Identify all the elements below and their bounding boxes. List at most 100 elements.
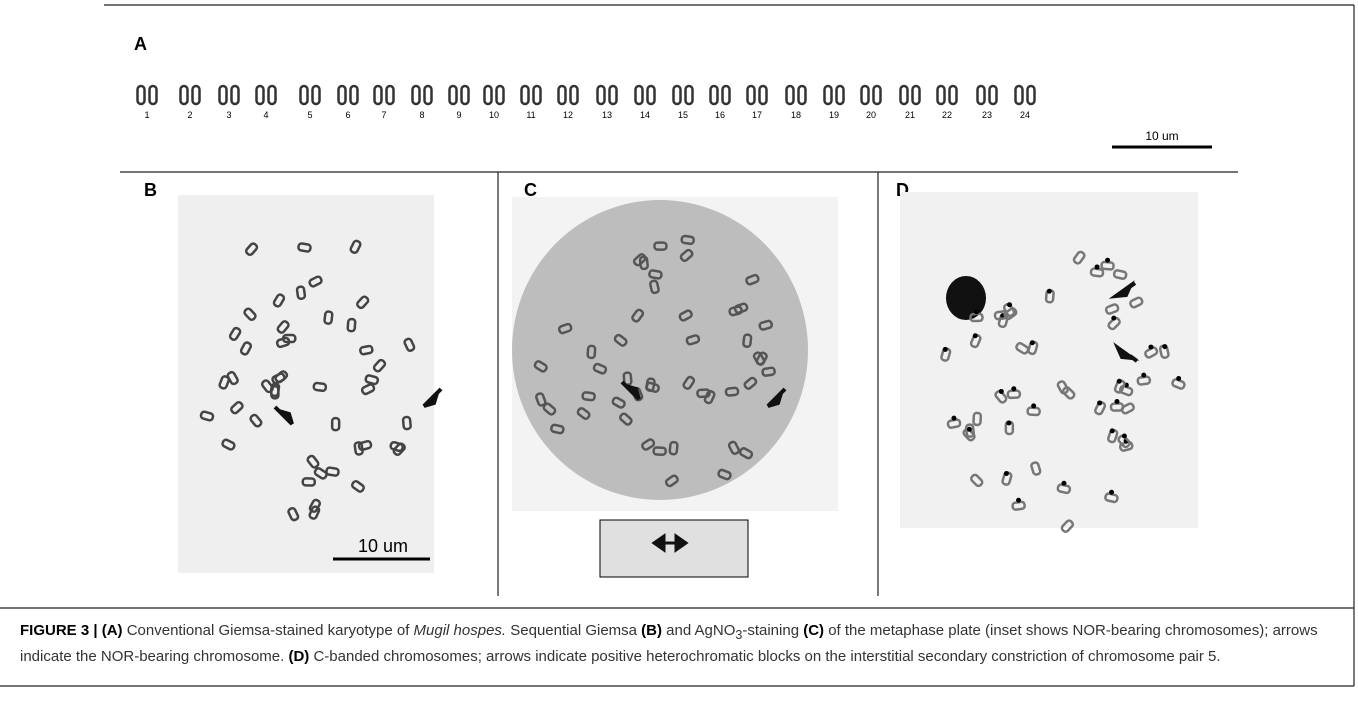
- chromosome: [308, 505, 321, 520]
- chromosome: [860, 84, 870, 106]
- c-band: [1109, 489, 1115, 495]
- chromosome: [936, 84, 946, 106]
- chromosome: [785, 84, 795, 106]
- chromosome: [682, 375, 696, 390]
- chromosome: [364, 374, 380, 386]
- chromosome: [645, 377, 656, 392]
- c-band: [1162, 344, 1168, 350]
- chromosome: [1094, 401, 1107, 416]
- chromosome: [761, 366, 776, 377]
- chromosome: [696, 388, 711, 399]
- panel-label: C: [524, 180, 537, 200]
- c-band: [1114, 399, 1120, 405]
- chromosome: [448, 84, 458, 106]
- chromosome: [297, 242, 312, 253]
- chromosome: [592, 362, 608, 375]
- chromosome: [299, 84, 309, 106]
- c-band: [1141, 372, 1147, 378]
- chromosome-number: 13: [602, 110, 612, 120]
- chromosome-number: 24: [1020, 110, 1030, 120]
- chromosome: [557, 84, 567, 106]
- chromosome: [226, 370, 239, 386]
- chromosome-number: 23: [982, 110, 992, 120]
- chromosome: [709, 84, 719, 106]
- chromosome: [308, 275, 323, 288]
- chromosome: [460, 84, 470, 106]
- chromosome: [287, 506, 300, 522]
- chromosome: [727, 440, 740, 455]
- chromosome-number: 18: [791, 110, 801, 120]
- chromosome: [353, 441, 364, 456]
- chromosome: [346, 317, 357, 333]
- chromosome: [745, 273, 760, 286]
- chromosome: [608, 84, 618, 106]
- chromosome: [272, 293, 286, 308]
- c-band: [1029, 340, 1035, 346]
- chromosome: [1060, 519, 1075, 533]
- chromosome: [581, 391, 596, 402]
- caption: FIGURE 3 | (A) Conventional Giemsa-stain…: [20, 620, 1340, 667]
- chromosome: [148, 84, 158, 106]
- chromosome: [360, 383, 376, 396]
- c-band: [1111, 315, 1117, 321]
- chromosome: [271, 372, 286, 385]
- chromosome: [276, 320, 290, 334]
- chromosome-number: 3: [226, 110, 231, 120]
- c-band: [1046, 288, 1052, 294]
- c-band: [1105, 257, 1111, 263]
- caption-run: Sequential Giemsa: [506, 622, 642, 639]
- chromosome: [306, 454, 320, 469]
- chromosome: [301, 477, 317, 487]
- c-band: [942, 346, 948, 352]
- chromosome: [495, 84, 505, 106]
- caption-run: Conventional Giemsa-stained karyotype of: [122, 622, 414, 639]
- chromosome: [243, 307, 257, 321]
- chromosome-number: 19: [829, 110, 839, 120]
- chromosome: [1026, 84, 1036, 106]
- chromosome-number: 16: [715, 110, 725, 120]
- chromosome: [652, 446, 667, 456]
- chromosome: [1107, 316, 1121, 331]
- chromosome: [136, 84, 146, 106]
- chromosome: [976, 84, 986, 106]
- chromosome: [401, 415, 412, 431]
- chromosome: [962, 427, 976, 442]
- chromosome: [733, 302, 749, 314]
- karyotype: 1 2 3 4 5 6 7 8 9 10 11 12 13 14 15 16 17 18 19 20 21 22 23 24: [136, 84, 1036, 120]
- chromosome: [988, 84, 998, 106]
- chromosome: [738, 447, 754, 460]
- chromosome: [646, 84, 656, 106]
- chromosome: [221, 438, 236, 451]
- chromosome: [758, 84, 768, 106]
- chromosome: [1113, 379, 1126, 394]
- chromosome: [483, 84, 493, 106]
- chromosome-number: 1: [144, 110, 149, 120]
- caption-run: FIGURE 3 | (A): [20, 622, 123, 639]
- chromosome: [569, 84, 579, 106]
- chromosome: [411, 84, 421, 106]
- chromosome: [199, 410, 215, 422]
- chromosome: [576, 407, 591, 420]
- c-band: [951, 415, 957, 421]
- chromosome: [230, 84, 240, 106]
- chromosome: [672, 84, 682, 106]
- chromosome: [619, 412, 633, 426]
- chromosome: [611, 396, 626, 409]
- chromosome: [1056, 380, 1069, 395]
- caption-run: and AgNO: [662, 622, 736, 639]
- caption-run: (B): [641, 622, 662, 639]
- chromosome: [653, 241, 668, 251]
- caption-run: C-banded chromosomes; arrows indicate po…: [309, 648, 1221, 665]
- chromosome: [1129, 296, 1144, 309]
- chromosome: [323, 310, 334, 325]
- chromosome: [249, 413, 263, 428]
- chromosome: [260, 379, 274, 394]
- chromosome: [717, 468, 732, 481]
- c-band: [1061, 480, 1067, 486]
- chromosome: [969, 333, 982, 349]
- chromosome: [758, 319, 774, 331]
- chromosome: [964, 423, 976, 438]
- chromosome: [724, 386, 740, 397]
- scale-label: 10 um: [358, 536, 408, 556]
